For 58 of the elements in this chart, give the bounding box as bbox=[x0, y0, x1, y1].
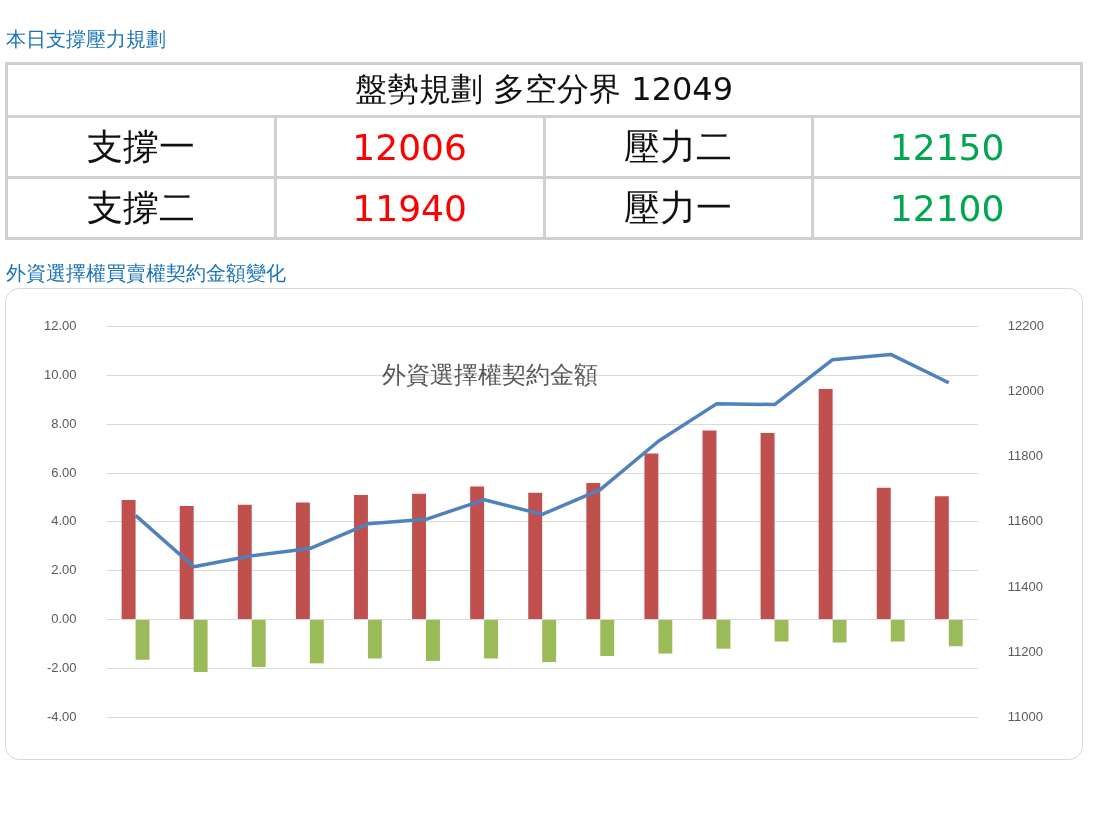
y-tick-label: 10.00 bbox=[43, 367, 77, 383]
bar bbox=[251, 619, 266, 668]
y-tick-label: 8.00 bbox=[51, 415, 77, 431]
text: 支撐一 bbox=[6, 116, 276, 178]
bar bbox=[774, 619, 789, 642]
y2-tick-label: 12200 bbox=[1007, 318, 1045, 334]
bar bbox=[295, 502, 310, 619]
bar bbox=[528, 492, 543, 619]
y-tick-label: 2.00 bbox=[51, 562, 77, 578]
bar bbox=[542, 619, 557, 663]
y2-tick-label: 11000 bbox=[1007, 708, 1044, 724]
y-tick-label: -4.00 bbox=[46, 708, 77, 724]
bar bbox=[179, 506, 194, 619]
bar bbox=[948, 619, 963, 647]
y2-tick-label: 12000 bbox=[1007, 383, 1045, 399]
text: 本日支撐壓力規劃 bbox=[6, 26, 167, 53]
bar bbox=[412, 493, 427, 619]
text: 12150 bbox=[812, 116, 1082, 178]
bar bbox=[832, 619, 847, 643]
bar bbox=[600, 619, 615, 657]
bar bbox=[470, 486, 485, 619]
bar bbox=[934, 496, 949, 619]
bar bbox=[353, 495, 368, 619]
y2-tick-label: 11600 bbox=[1007, 513, 1044, 529]
bar bbox=[818, 388, 833, 619]
text: 壓力二 bbox=[544, 116, 813, 178]
y2-tick-label: 11400 bbox=[1007, 578, 1044, 594]
y2-tick-label: 11800 bbox=[1007, 448, 1044, 464]
bar bbox=[658, 619, 673, 654]
bar bbox=[193, 619, 208, 672]
text: 12006 bbox=[275, 116, 544, 178]
text: 11940 bbox=[275, 177, 544, 239]
bar bbox=[426, 619, 440, 661]
text: 外資選擇權契約金額 bbox=[381, 361, 598, 390]
y-tick-label: 0.00 bbox=[51, 611, 77, 627]
bar bbox=[760, 432, 775, 619]
text: 盤勢規劃 多空分界 12049 bbox=[6, 63, 1082, 117]
text: 壓力一 bbox=[544, 177, 813, 239]
text: 支撐二 bbox=[6, 177, 276, 239]
bar bbox=[135, 619, 150, 660]
bar bbox=[484, 619, 499, 659]
text: 12100 bbox=[812, 177, 1082, 239]
bar bbox=[890, 619, 905, 642]
chart-title: 外資選擇權買賣權契約金額變化 bbox=[6, 260, 287, 287]
y-tick-label: -2.00 bbox=[46, 659, 77, 675]
y-tick-label: 4.00 bbox=[51, 513, 77, 529]
bar bbox=[716, 619, 731, 649]
bar bbox=[309, 619, 324, 664]
bar bbox=[702, 430, 717, 619]
bar bbox=[237, 504, 252, 619]
bar bbox=[121, 499, 136, 619]
y-tick-label: 12.00 bbox=[43, 318, 77, 334]
y-tick-label: 6.00 bbox=[51, 464, 77, 480]
bar bbox=[876, 487, 891, 619]
y2-tick-label: 11200 bbox=[1007, 643, 1044, 659]
bar bbox=[367, 619, 382, 659]
bar bbox=[586, 482, 601, 619]
bar bbox=[644, 453, 659, 619]
